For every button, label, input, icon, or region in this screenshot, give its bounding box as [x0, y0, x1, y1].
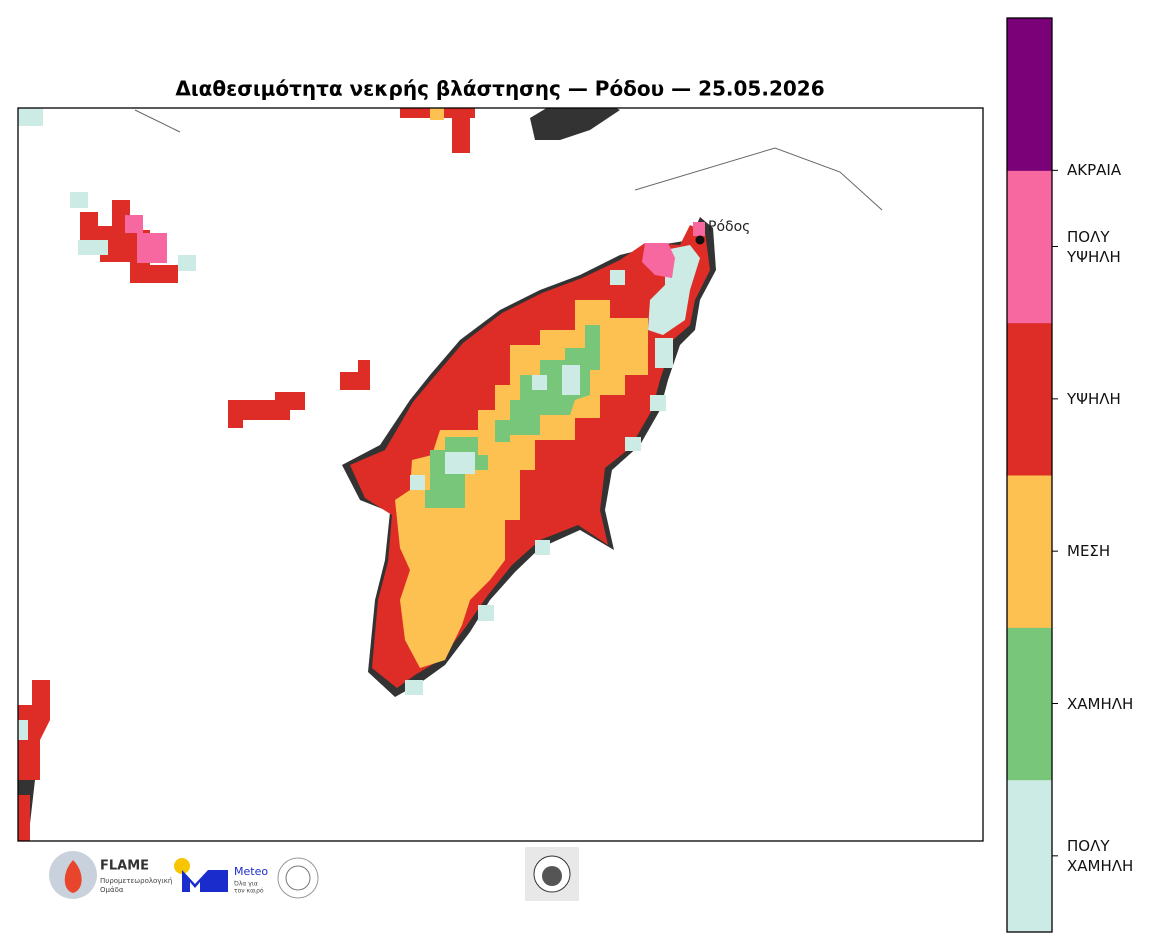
- raster-cells: [18, 108, 475, 841]
- city-marker: [695, 235, 705, 245]
- logo-text: τον καιρό: [234, 888, 264, 895]
- flame-logo-icon: [64, 860, 82, 893]
- colorbar-segment: [1007, 322, 1052, 476]
- colorbar-label: ΥΨΗΛΗ: [1067, 389, 1121, 408]
- raster-very-low: [405, 245, 700, 695]
- meteo-logo-icon: [182, 870, 208, 892]
- colorbar: [1006, 17, 1058, 933]
- meteo-logo-icon: [174, 858, 190, 874]
- logo-text: Όλα για: [233, 881, 258, 888]
- logo-text: Πυρομετεωρολογική: [100, 877, 172, 885]
- colorbar-segment: [1007, 627, 1052, 781]
- seal-logo: [277, 857, 319, 899]
- raster-low: [495, 325, 600, 442]
- logos: FLAME Πυρομετεωρολογική Ομάδα Meteo Όλα …: [49, 847, 579, 901]
- map-title: Διαθεσιμότητα νεκρής βλάστησης — Ρόδου —…: [175, 77, 824, 101]
- city-label: Ρόδος: [708, 219, 750, 235]
- colorbar-label: ΠΟΛΥ ΥΨΗΛΗ: [1067, 227, 1121, 266]
- colorbar-label: ΑΚΡΑΙΑ: [1067, 161, 1122, 180]
- colorbar-segment: [1007, 475, 1052, 628]
- colorbar-label: ΜΕΣΗ: [1067, 542, 1111, 561]
- seal-logo: [285, 865, 311, 891]
- coastline: [634, 147, 883, 211]
- colorbar-label: ΧΑΜΗΛΗ: [1067, 694, 1134, 713]
- raster-very-high: [642, 243, 675, 278]
- meteo-logo-icon: [208, 870, 228, 892]
- logo-text: FLAME: [100, 859, 149, 874]
- raster-very-high: [693, 222, 705, 236]
- landmass: [530, 108, 620, 140]
- colorbar-label: ΠΟΛΥ ΧΑΜΗΛΗ: [1067, 836, 1134, 875]
- colorbar-segment: [1007, 170, 1052, 324]
- logo-text: Ομάδα: [100, 886, 124, 894]
- colorbar-segment: [1007, 18, 1052, 171]
- municipality-logo: [542, 866, 562, 886]
- colorbar-frame: [1006, 17, 1053, 933]
- map-area: Ρόδος: [17, 107, 984, 842]
- logo-text: Meteo: [234, 865, 268, 878]
- colorbar-segment: [1007, 779, 1052, 933]
- coastline: [134, 109, 181, 133]
- map-frame: [17, 107, 984, 842]
